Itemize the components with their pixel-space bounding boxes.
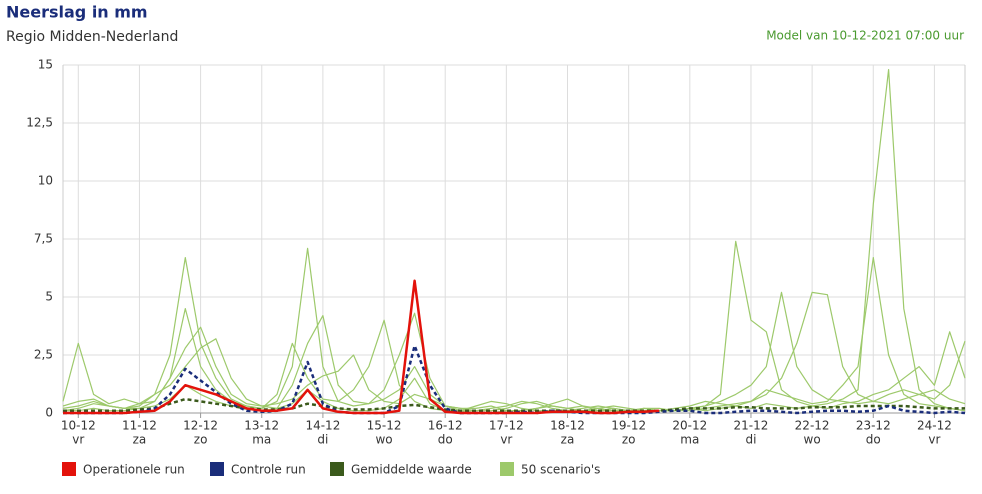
x-tick-label: 10-12 — [61, 419, 96, 433]
x-tick-label: 22-12 — [795, 419, 830, 433]
legend-label: Operationele run — [83, 463, 185, 477]
x-tick-label: 11-12 — [122, 419, 157, 433]
legend-swatch — [500, 462, 514, 476]
chart-title: Neerslag in mm — [6, 3, 148, 22]
y-tick-label: 10 — [38, 174, 53, 188]
x-tick-day: zo — [622, 433, 636, 447]
scenario-line — [62, 247, 966, 412]
legend-label: Controle run — [231, 463, 306, 477]
series-line — [63, 397, 965, 412]
series-line — [63, 279, 660, 415]
scenario-line — [63, 69, 966, 414]
x-tick-day: wo — [804, 433, 821, 447]
y-tick-label: 0 — [45, 406, 53, 420]
legend-swatch — [210, 462, 224, 476]
x-tick-label: 15-12 — [367, 419, 402, 433]
x-tick-label: 14-12 — [305, 419, 340, 433]
x-tick-day: vr — [928, 433, 940, 447]
y-tick-label: 12,5 — [26, 116, 53, 130]
legend-swatch — [330, 462, 344, 476]
y-tick-label: 2,5 — [34, 348, 53, 362]
x-tick-label: 21-12 — [734, 419, 769, 433]
x-tick-day: wo — [375, 433, 392, 447]
x-tick-label: 19-12 — [611, 419, 646, 433]
x-tick-day: di — [745, 433, 756, 447]
legend-swatch — [62, 462, 76, 476]
x-tick-day: za — [561, 433, 575, 447]
y-tick-label: 15 — [38, 58, 53, 72]
legend-label: Gemiddelde waarde — [351, 463, 472, 477]
chart-subtitle: Regio Midden-Nederland — [6, 29, 178, 45]
model-note: Model van 10-12-2021 07:00 uur — [766, 29, 964, 43]
x-tick-day: ma — [252, 433, 271, 447]
x-tick-label: 17-12 — [489, 419, 524, 433]
scenario-line — [62, 291, 966, 412]
x-tick-label: 23-12 — [856, 419, 891, 433]
x-tick-label: 20-12 — [672, 419, 707, 433]
x-tick-day: do — [438, 433, 453, 447]
x-tick-day: ma — [680, 433, 699, 447]
y-tick-label: 7,5 — [34, 232, 53, 246]
x-tick-day: vr — [500, 433, 512, 447]
x-tick-day: zo — [194, 433, 208, 447]
x-tick-day: vr — [72, 433, 84, 447]
scenario-line — [62, 308, 966, 412]
x-tick-label: 18-12 — [550, 419, 585, 433]
series-line — [63, 344, 966, 415]
x-tick-day: za — [133, 433, 147, 447]
y-tick-label: 5 — [45, 290, 53, 304]
x-tick-label: 13-12 — [244, 419, 279, 433]
x-tick-label: 12-12 — [183, 419, 218, 433]
x-tick-day: do — [866, 433, 881, 447]
x-tick-label: 24-12 — [917, 419, 952, 433]
x-tick-day: di — [317, 433, 328, 447]
legend-label: 50 scenario's — [521, 463, 600, 477]
x-tick-label: 16-12 — [428, 419, 463, 433]
